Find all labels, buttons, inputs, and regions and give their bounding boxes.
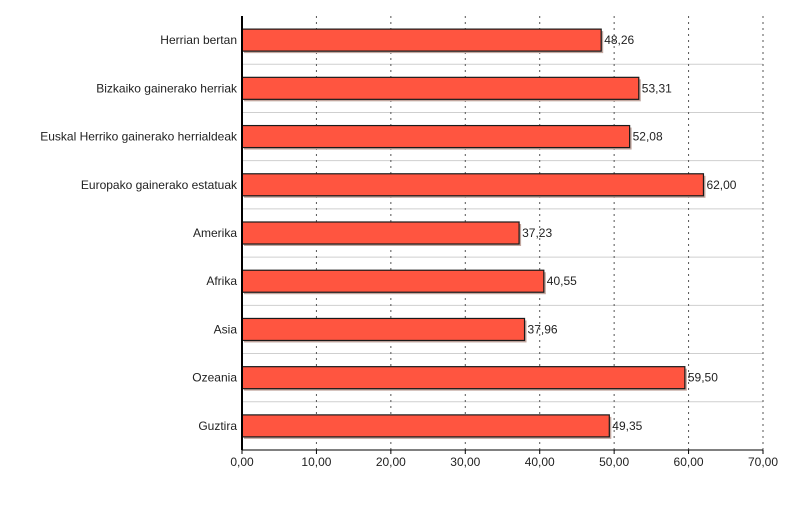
category-label: Herrian bertan: [160, 33, 237, 47]
axes-layer: 0,00 10,00 20,00 30,00 40,00 50,00 60,00 70,00: [230, 16, 778, 469]
value-label: 37,23: [522, 226, 552, 240]
value-label: 40,55: [547, 274, 577, 288]
bars-layer: [241, 28, 706, 439]
category-labels-layer: Herrian bertan Bizkaiko gainerako herriak…: [40, 33, 238, 433]
bar: [241, 414, 610, 438]
x-tick-label: 0,00: [230, 455, 254, 469]
x-tick-label: 50,00: [599, 455, 629, 469]
x-tick-label: 70,00: [748, 455, 778, 469]
value-label: 37,96: [528, 322, 558, 336]
value-labels-layer: 48,26 53,31 52,08 62,00 37,23 40,55 37,96 59,50…: [522, 33, 737, 433]
category-label: Ozeania: [192, 371, 237, 385]
value-label: 52,08: [633, 130, 663, 144]
category-label: Afrika: [206, 274, 237, 288]
category-label: Amerika: [193, 226, 237, 240]
category-label: Asia: [214, 322, 238, 336]
value-label: 62,00: [706, 178, 736, 192]
bar: [241, 124, 631, 149]
category-label: Euskal Herriko gainerako herrialdeak: [40, 130, 238, 144]
category-label: Guztira: [198, 419, 237, 433]
value-label: 59,50: [688, 371, 718, 385]
category-label: Europako gainerako estatuak: [81, 178, 238, 192]
value-label: 49,35: [612, 419, 642, 433]
value-label: 53,31: [642, 81, 672, 95]
bar: [241, 317, 526, 342]
bar: [241, 269, 545, 293]
value-label: 48,26: [604, 33, 634, 47]
bar: [241, 28, 602, 52]
bar: [241, 221, 520, 245]
x-tick-label: 30,00: [450, 455, 480, 469]
category-label: Bizkaiko gainerako herriak: [96, 81, 238, 95]
bar: [241, 366, 686, 390]
x-tick-label: 20,00: [376, 455, 406, 469]
x-tick-label: 60,00: [674, 455, 704, 469]
bar: [241, 173, 705, 197]
x-tick-label: 10,00: [301, 455, 331, 469]
bar: [241, 76, 640, 100]
x-tick-label: 40,00: [525, 455, 555, 469]
